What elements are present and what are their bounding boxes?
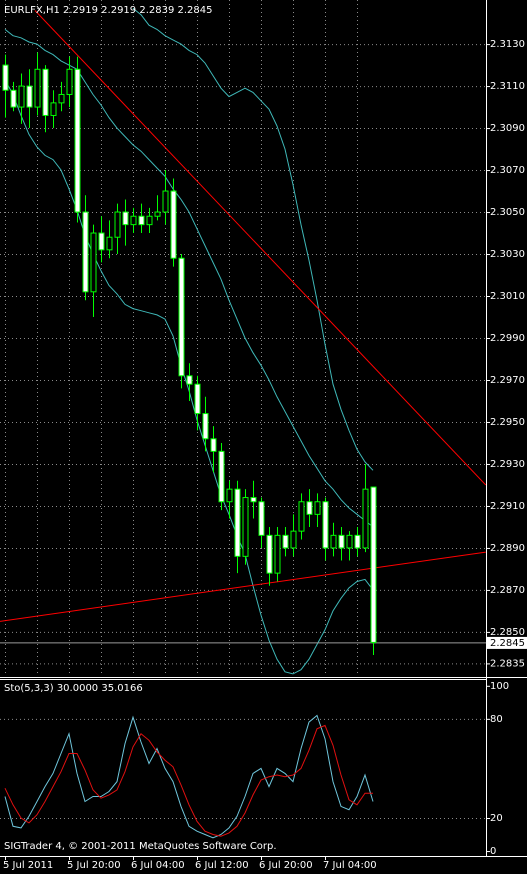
candle-body	[66, 68, 73, 95]
candle-body	[210, 438, 217, 452]
candle-body	[282, 534, 289, 549]
candle-body	[322, 501, 329, 549]
x-tick-label: 6 Jul 04:00	[131, 860, 185, 871]
candle-body	[114, 211, 121, 238]
candle-body	[370, 486, 377, 643]
y-tick-label: 80	[490, 714, 503, 725]
candle-body	[130, 215, 137, 226]
candle-body	[178, 257, 185, 377]
candle-body	[202, 413, 209, 440]
y-tick-label: 2.2950	[490, 417, 525, 428]
y-tick-label: 100	[490, 681, 509, 692]
oscillator-line	[4, 724, 373, 837]
y-tick-label: 2.3130	[490, 39, 525, 50]
candle-body	[330, 534, 337, 549]
y-tick-label: 2.2870	[490, 585, 525, 596]
trend-line	[34, 10, 486, 486]
axes: 2.3130 2.3110 2.3090 2.3070 2.3050 2.3030 2.30…	[3, 39, 527, 871]
x-tick-label: 6 Jul 12:00	[195, 860, 249, 871]
current-price-box	[487, 636, 527, 649]
candle-body	[50, 102, 57, 116]
y-tick-label: 2.2970	[490, 375, 525, 386]
candle-body	[338, 534, 345, 549]
candle-body	[18, 85, 25, 108]
candle-body	[314, 501, 321, 515]
candle-body	[58, 93, 65, 104]
candle-body	[362, 488, 369, 549]
trend-line	[0, 551, 486, 622]
candle-body	[234, 488, 241, 557]
candle-body	[258, 501, 265, 536]
candle-body	[194, 383, 201, 415]
y-tick-label: 2.3030	[490, 249, 525, 260]
candle-body	[154, 211, 161, 217]
x-tick-label: 5 Jul 2011	[3, 860, 53, 871]
candle-body	[354, 534, 361, 549]
candle-body	[2, 64, 9, 91]
candle-body	[274, 534, 281, 574]
y-tick-label: 2.3070	[490, 165, 525, 176]
candle-body	[346, 534, 353, 549]
candle-body	[106, 236, 113, 251]
candle-body	[122, 211, 129, 226]
candle-body	[186, 375, 193, 385]
y-tick-label: 2.2930	[490, 459, 525, 470]
main-plot	[0, 0, 486, 676]
candle-body	[306, 501, 313, 515]
current-price-label: 2.2845	[490, 638, 525, 649]
y-tick-label: 2.2990	[490, 333, 525, 344]
y-tick-label: 2.3050	[490, 207, 525, 218]
x-tick-label: 7 Jul 04:00	[323, 860, 377, 871]
candle-body	[170, 190, 177, 259]
candle-body	[226, 488, 233, 503]
oscillator-plot	[0, 714, 486, 839]
candle-body	[290, 530, 297, 549]
candle-body	[10, 89, 17, 108]
y-tick-label: 2.2890	[490, 543, 525, 554]
y-tick-label: 0	[490, 846, 496, 857]
y-tick-label: 20	[490, 813, 503, 824]
footer: SIGTrader 4, © 2001-2011 MetaQuotes Soft…	[4, 841, 277, 852]
y-tick-label: 2.3110	[490, 81, 525, 92]
y-tick-label: 2.2850	[490, 627, 525, 638]
y-tick-label: 2.3090	[490, 123, 525, 134]
x-tick-label: 5 Jul 20:00	[67, 860, 121, 871]
band-line	[132, 8, 374, 471]
candle-body	[298, 501, 305, 532]
candle-body	[162, 190, 169, 213]
candle-body	[42, 68, 49, 116]
chart-title: EURLFX,H1 2.2919 2.2919 2.2839 2.2845	[4, 5, 213, 16]
y-tick-label: 2.2835	[490, 658, 525, 669]
candle-body	[242, 497, 249, 557]
y-tick-label: 2.3010	[490, 291, 525, 302]
candle-body	[250, 497, 257, 503]
candle-body	[218, 450, 225, 503]
candle-body	[34, 68, 41, 108]
oscillator-title: Sto(5,3,3) 30.0000 35.0166	[4, 683, 143, 694]
candle-body	[26, 85, 33, 108]
candle-body	[146, 215, 153, 226]
candle-body	[266, 534, 273, 574]
y-tick-label: 2.2910	[490, 501, 525, 512]
x-tick-label: 6 Jul 20:00	[259, 860, 313, 871]
candle-body	[138, 215, 145, 226]
oscillator-line	[4, 714, 374, 839]
candle-body	[74, 68, 81, 213]
band-line	[4, 29, 374, 528]
candle-body	[98, 232, 105, 251]
candle-body	[90, 232, 97, 293]
candle-body	[82, 211, 89, 293]
